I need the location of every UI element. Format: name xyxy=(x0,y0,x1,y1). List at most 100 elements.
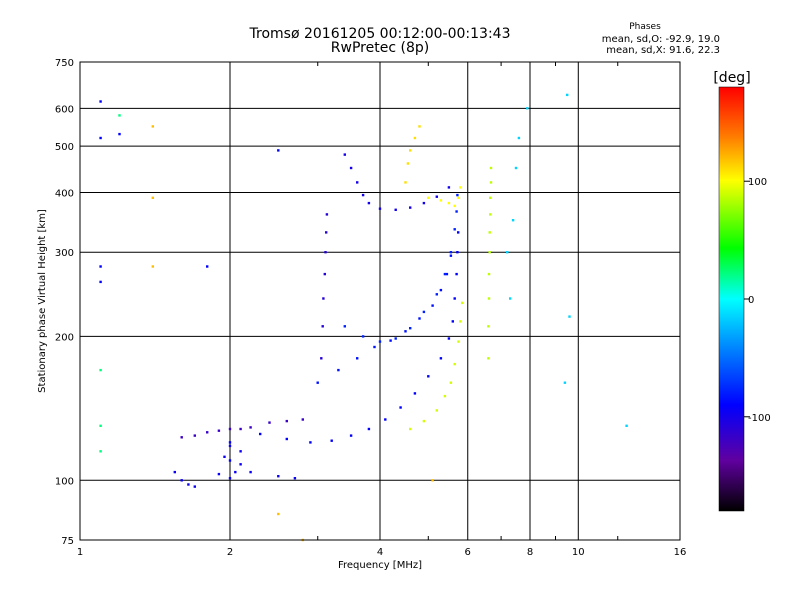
x-axis-ticks: 1 2 4 6 8 10 16 xyxy=(77,62,687,558)
data-point xyxy=(223,455,226,458)
data-point xyxy=(349,434,353,437)
data-point xyxy=(487,357,490,360)
x-axis-label: Frequency [MHz] xyxy=(338,560,422,571)
data-point xyxy=(268,421,271,424)
data-point xyxy=(488,231,491,234)
data-point xyxy=(384,418,387,421)
x-tick-label: 4 xyxy=(377,547,383,558)
data-point xyxy=(180,479,183,482)
data-point xyxy=(173,470,176,474)
y-axis-label: Stationary phase Virtual Height [km] xyxy=(37,209,48,393)
data-point xyxy=(461,301,464,305)
data-point xyxy=(404,330,407,333)
data-point xyxy=(457,340,460,343)
colorbar-tick-label: 0 xyxy=(748,295,754,306)
data-point xyxy=(249,426,252,429)
data-point xyxy=(323,272,326,276)
data-point xyxy=(488,251,491,254)
data-point xyxy=(239,427,242,431)
data-point xyxy=(487,325,490,328)
data-point xyxy=(151,265,154,268)
data-point xyxy=(445,272,449,276)
data-point xyxy=(427,196,430,199)
data-point xyxy=(118,114,121,117)
data-point xyxy=(459,320,462,323)
data-point xyxy=(309,441,312,444)
x-tick-label: 8 xyxy=(527,547,533,558)
data-point xyxy=(422,310,426,314)
data-points xyxy=(99,93,628,542)
data-point xyxy=(356,181,359,184)
data-point xyxy=(217,472,221,476)
y-tick-label: 750 xyxy=(55,58,74,69)
data-point xyxy=(228,459,232,462)
data-point xyxy=(568,315,571,318)
data-point xyxy=(234,470,237,474)
x-tick-label: 16 xyxy=(674,547,687,558)
data-point xyxy=(404,181,407,184)
data-point xyxy=(449,251,453,254)
data-point xyxy=(99,280,102,284)
x-tick-label: 2 xyxy=(227,547,233,558)
y-tick-label: 300 xyxy=(55,248,74,259)
plot-frame xyxy=(79,61,681,541)
data-point xyxy=(373,345,376,349)
data-point xyxy=(228,477,232,480)
data-point xyxy=(456,251,459,254)
data-point xyxy=(489,181,493,184)
data-point xyxy=(180,436,183,439)
y-axis-ticks: 75 100 200 300 400 500 600 750 xyxy=(55,58,74,547)
data-point xyxy=(217,429,221,432)
data-point xyxy=(487,272,491,276)
y-tick-label: 600 xyxy=(55,104,74,115)
data-point xyxy=(228,441,232,444)
data-point xyxy=(361,335,365,338)
data-point xyxy=(449,381,453,384)
data-point xyxy=(277,149,280,152)
data-point xyxy=(394,337,397,340)
data-point xyxy=(99,368,102,372)
data-point xyxy=(301,418,304,421)
data-point xyxy=(439,288,443,292)
data-point xyxy=(435,195,438,198)
data-point xyxy=(321,325,324,328)
y-tick-label: 500 xyxy=(55,142,74,153)
data-point xyxy=(443,272,447,276)
data-point xyxy=(453,228,456,231)
data-point xyxy=(435,409,438,412)
y-tick-label: 75 xyxy=(61,536,74,547)
data-point xyxy=(439,199,443,202)
data-point xyxy=(459,186,462,189)
data-point xyxy=(435,293,438,296)
data-point xyxy=(343,325,346,328)
data-point xyxy=(325,231,328,234)
data-point xyxy=(422,419,426,423)
grid-lines xyxy=(80,62,680,540)
data-point xyxy=(99,424,102,427)
data-point xyxy=(399,406,402,409)
data-point xyxy=(456,193,459,197)
x-tick-label: 10 xyxy=(572,547,585,558)
data-point xyxy=(293,477,297,480)
data-point xyxy=(378,340,382,343)
data-point xyxy=(406,162,410,165)
data-point xyxy=(259,432,262,436)
data-point xyxy=(418,125,421,128)
data-point xyxy=(285,437,288,441)
data-point xyxy=(439,357,443,360)
data-point xyxy=(193,434,196,437)
data-point xyxy=(325,213,329,216)
data-point xyxy=(563,381,567,384)
data-point xyxy=(413,392,417,395)
data-point xyxy=(431,304,434,307)
data-point xyxy=(447,337,451,340)
colorbar-title: [deg] xyxy=(713,70,751,86)
colorbar-tick-label: -100 xyxy=(748,413,771,424)
chart-subtitle: RwPretec (8p) xyxy=(330,40,430,56)
data-point xyxy=(409,327,412,330)
data-point xyxy=(99,265,102,268)
data-point xyxy=(239,463,242,466)
data-point xyxy=(118,132,121,136)
data-point xyxy=(349,166,353,170)
